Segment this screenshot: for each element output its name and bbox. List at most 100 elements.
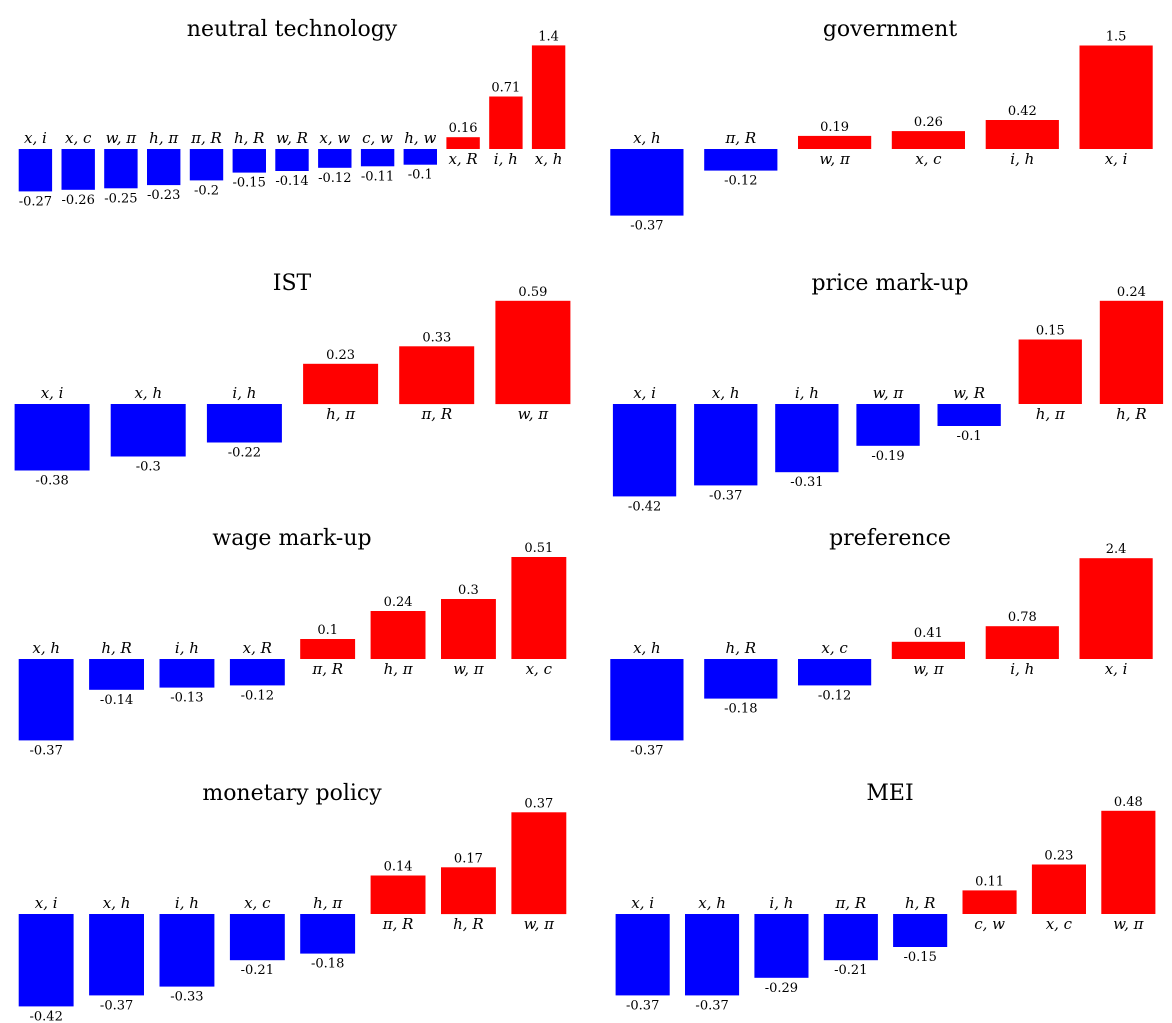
panel-title: wage mark-up: [212, 526, 371, 551]
category-label: π, R: [724, 129, 756, 147]
value-label: 0.1: [317, 623, 338, 638]
bar: [360, 149, 395, 167]
value-label: 0.51: [524, 541, 553, 556]
bar: [495, 300, 571, 405]
bar: [891, 131, 965, 149]
value-label: 1.5: [1106, 30, 1127, 45]
value-label: -0.11: [361, 169, 394, 184]
bar: [300, 914, 356, 954]
category-label: x, c: [1046, 915, 1073, 933]
bar: [685, 914, 740, 996]
bar: [937, 404, 1001, 426]
bar: [232, 149, 266, 173]
value-label: -0.26: [62, 193, 95, 208]
bar: [303, 363, 379, 405]
bar: [775, 404, 839, 473]
value-label: 0.23: [326, 348, 355, 363]
value-label: 0.23: [1044, 849, 1073, 864]
panel-title: government: [823, 17, 958, 42]
bar: [229, 914, 285, 961]
category-label: x, i: [1105, 660, 1128, 678]
value-label: 0.3: [458, 583, 479, 598]
value-label: -0.37: [695, 998, 728, 1013]
bar: [110, 404, 186, 457]
bar: [610, 659, 684, 741]
category-label: x, c: [821, 639, 848, 657]
category-label: x, h: [633, 129, 661, 147]
bar: [370, 611, 426, 659]
bar: [704, 659, 778, 699]
value-label: -0.27: [19, 194, 52, 209]
category-label: x, h: [103, 894, 131, 912]
bar: [1099, 300, 1164, 404]
bar: [147, 149, 181, 186]
category-label: x, h: [535, 150, 563, 168]
category-label: x, i: [41, 384, 64, 402]
bar: [189, 149, 224, 181]
value-label: 0.24: [1117, 285, 1146, 300]
category-label: π, R: [382, 915, 414, 933]
category-label: w, π: [106, 129, 138, 147]
value-label: -0.1: [957, 429, 982, 444]
category-label: i, h: [494, 150, 518, 168]
category-label: x, c: [65, 129, 92, 147]
bar: [893, 914, 948, 947]
value-label: -0.22: [228, 446, 261, 461]
category-label: h, w: [404, 129, 436, 147]
panel-title: MEI: [866, 781, 913, 806]
category-label: c, w: [362, 129, 393, 147]
bar: [1018, 339, 1082, 404]
value-label: -0.42: [30, 1009, 63, 1023]
value-label: 0.37: [524, 796, 553, 811]
bar: [89, 659, 144, 690]
bar: [14, 404, 90, 471]
value-label: -0.37: [709, 488, 742, 503]
bar: [615, 914, 670, 996]
panel-title: monetary policy: [202, 781, 382, 806]
value-label: 0.19: [820, 120, 849, 135]
value-label: -0.25: [104, 191, 137, 206]
category-label: w, R: [276, 129, 308, 147]
category-label: h, π: [313, 894, 343, 912]
bar: [1101, 810, 1156, 914]
value-label: -0.33: [170, 990, 203, 1005]
bar: [104, 149, 138, 189]
bar: [823, 914, 878, 961]
category-label: x, i: [24, 129, 47, 147]
category-label: x, i: [633, 384, 656, 402]
bar: [403, 149, 437, 165]
value-label: -0.14: [275, 174, 308, 189]
value-label: -0.15: [904, 950, 937, 965]
bar: [511, 557, 567, 659]
category-label: x, h: [633, 639, 661, 657]
category-label: x, i: [35, 894, 58, 912]
value-label: -0.15: [233, 176, 266, 191]
value-label: 0.33: [422, 330, 451, 345]
value-label: -0.12: [818, 688, 851, 703]
bar: [300, 639, 356, 659]
value-label: -0.37: [30, 743, 63, 758]
value-label: -0.1: [408, 168, 433, 183]
value-label: 0.24: [384, 595, 413, 610]
value-label: -0.18: [724, 702, 757, 717]
category-label: h, π: [149, 129, 179, 147]
category-label: c, w: [974, 915, 1005, 933]
bar: [891, 641, 965, 659]
category-label: π, R: [190, 129, 222, 147]
value-label: 0.26: [914, 115, 943, 130]
bar: [511, 812, 567, 915]
value-label: -0.31: [790, 475, 823, 490]
category-label: h, R: [101, 639, 132, 657]
category-label: i, h: [769, 894, 793, 912]
category-label: h, π: [1036, 405, 1066, 423]
bar: [318, 149, 352, 168]
value-label: -0.42: [628, 499, 661, 514]
bar: [856, 404, 920, 446]
bar: [962, 890, 1017, 914]
value-label: -0.19: [871, 449, 904, 464]
category-label: w, R: [953, 384, 985, 402]
bar: [985, 120, 1059, 149]
value-label: -0.2: [194, 183, 219, 198]
value-label: -0.23: [147, 188, 180, 203]
